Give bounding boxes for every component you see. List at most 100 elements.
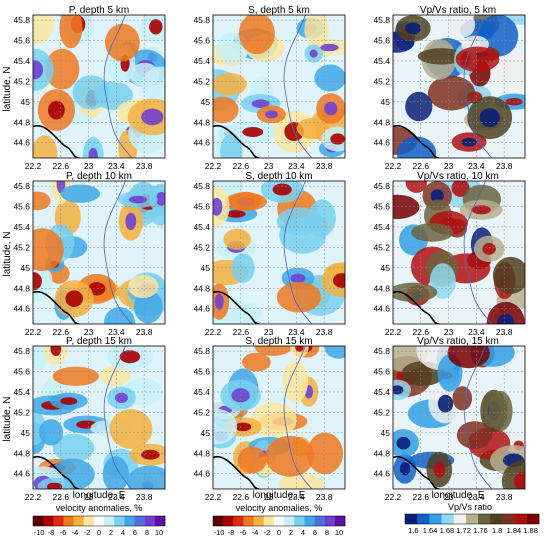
anomaly-blob (492, 256, 525, 294)
y-tick-label: 44.8 (373, 117, 390, 127)
y-tick-label: 44.8 (373, 448, 390, 458)
map-frame (32, 180, 166, 325)
anomaly-core (405, 22, 421, 35)
colorbar-swatch (453, 514, 467, 524)
colorbar-tick-label: -2 (84, 528, 91, 537)
x-tick-label: 23 (444, 492, 454, 502)
panel-title-9: Vp/Vs ratio, 15 km (417, 336, 499, 347)
y-tick-label: 45.2 (373, 407, 390, 417)
y-tick-label: 45.2 (13, 242, 30, 252)
grid (32, 181, 165, 324)
x-tick-label: 23.4 (288, 161, 305, 171)
y-tick-label: 45.4 (373, 56, 390, 66)
y-tick-label: 45.6 (13, 36, 30, 46)
x-tick-label: 23.4 (288, 492, 305, 502)
anomaly-core (50, 346, 62, 356)
colorbar-swatch (490, 514, 503, 524)
colorbar-swatch (441, 514, 455, 524)
y-tick-label: 45.8 (193, 15, 210, 25)
x-tick-label: 22.2 (25, 161, 42, 171)
colorbar-swatch (478, 514, 491, 524)
colorbar-swatch (213, 516, 224, 526)
y-tick-label: 45 (201, 97, 211, 107)
anomaly-blob (38, 419, 64, 446)
map-frame (392, 180, 526, 325)
colorbar-swatch (284, 516, 295, 526)
map-panel: 45.8 45.6 45.4 45.2 45 44.8 44.6 22.2 22.6 23 23.4… (193, 14, 346, 171)
colorbar-tick-label: 1.76 (473, 526, 488, 535)
colorbar-tick-label: 0 (277, 528, 281, 537)
y-tick-label: 45 (21, 263, 31, 273)
colorbar-tick-label: -6 (240, 528, 247, 537)
colorbar-tick-label: 4 (301, 528, 305, 537)
anomaly-blob (229, 191, 262, 210)
colorbar-tick-label: -4 (72, 528, 79, 537)
anomaly-blob (447, 346, 490, 369)
anomaly-blob (396, 136, 437, 158)
x-tick-label: 22.6 (53, 492, 70, 502)
river-line (103, 181, 133, 324)
colorbar-tick-label: 1.84 (507, 526, 522, 535)
anomaly-core (149, 19, 163, 35)
x-tick-label: 22.2 (205, 327, 222, 337)
map-panels: 45.8 45.6 45.4 45.2 45 44.8 44.6 22.2 22.6 23 23.4… (13, 14, 526, 502)
anomaly-core (482, 243, 496, 255)
colorbar-tick-label: 10 (335, 528, 343, 537)
x-tick-label: 23 (84, 492, 94, 502)
anomaly-field (33, 346, 165, 489)
map-panel: 45.8 45.6 45.4 45.2 45 44.8 44.6 22.2 22.6 23 23.4… (373, 345, 526, 502)
anomaly-core (242, 127, 264, 137)
anomaly-core (433, 461, 445, 478)
anomaly-core (272, 183, 292, 196)
anomaly-blob (213, 96, 239, 124)
anomaly-core (156, 192, 165, 206)
x-tick-label: 22.6 (233, 161, 250, 171)
anomaly-blob (242, 352, 271, 372)
anomaly-blob (213, 408, 238, 445)
y-tick-label: 44.8 (193, 283, 210, 293)
anomaly-core (234, 422, 252, 432)
anomaly-core (33, 60, 44, 80)
anomaly-core (213, 197, 223, 216)
y-tick-label: 45 (381, 428, 391, 438)
y-tick-label: 44.8 (13, 117, 30, 127)
colorbar-swatch (314, 516, 325, 526)
y-tick-label: 45 (201, 428, 211, 438)
colorbar-tick-label: 1.6 (408, 526, 418, 535)
anomaly-blob (486, 301, 525, 324)
y-tick-label: 45 (21, 97, 31, 107)
x-tick-label: 23.4 (288, 327, 305, 337)
anomaly-core (497, 313, 515, 324)
anomaly-core (333, 273, 345, 288)
map-panel: 45.8 45.6 45.4 45.2 45 44.8 44.6 22.2 22.6 23 23.4… (373, 14, 526, 171)
colorbar-swatch (104, 516, 115, 526)
colorbar-swatch (465, 514, 479, 524)
x-tick-label: 23.4 (108, 161, 125, 171)
anomaly-blob (278, 473, 325, 489)
x-tick-label: 23.8 (316, 327, 333, 337)
river-line (463, 346, 493, 489)
y-tick-label: 45.8 (193, 181, 210, 191)
y-tick-label: 44.8 (13, 448, 30, 458)
anomaly-blob (276, 281, 322, 313)
anomaly-core (324, 101, 338, 116)
colorbar-swatch (33, 516, 44, 526)
ylabel-row-3: latitude, N (2, 396, 13, 441)
x-tick-label: 23 (444, 327, 454, 337)
anomaly-core (319, 43, 339, 52)
anomaly-core (514, 471, 525, 489)
y-tick-label: 45.6 (193, 367, 210, 377)
anomaly-blob (33, 15, 54, 44)
grid (32, 15, 165, 158)
anomaly-blob (427, 75, 476, 111)
anomaly-core (264, 110, 278, 119)
anomaly-blob (282, 360, 309, 403)
anomaly-core (226, 210, 246, 218)
x-tick-label: 22.2 (385, 492, 402, 502)
anomaly-blob (52, 433, 95, 463)
y-tick-label: 45.6 (193, 202, 210, 212)
y-tick-label: 45.2 (193, 242, 210, 252)
y-tick-label: 45.2 (193, 76, 210, 86)
anomaly-blob (314, 64, 345, 92)
colorbar-tick-label: 10 (155, 528, 163, 537)
